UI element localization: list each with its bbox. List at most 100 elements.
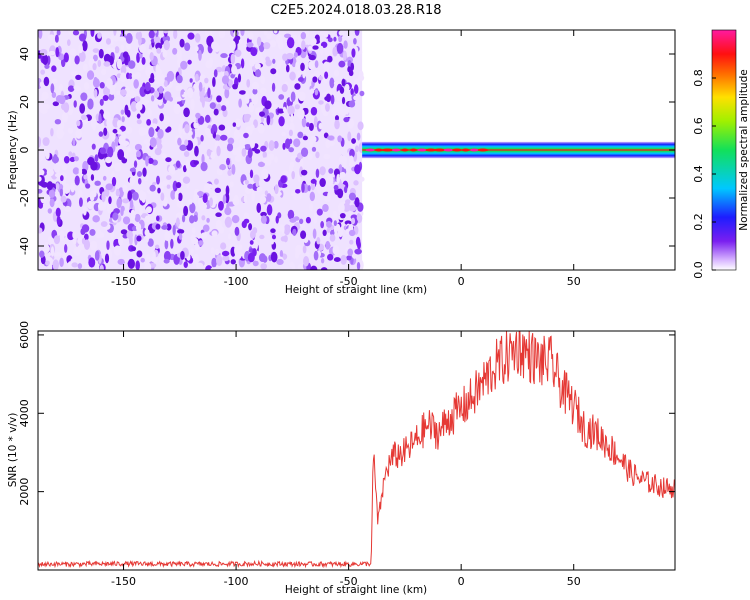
heatmap-noise-cell xyxy=(177,229,185,234)
heatmap-noise-cell xyxy=(339,171,346,178)
heatmap-noise-cell xyxy=(84,233,89,241)
heatmap-noise-cell xyxy=(356,132,361,141)
heatmap-noise-cell xyxy=(275,215,279,224)
heatmap-noise-cell xyxy=(62,252,67,262)
heatmap-noise-cell xyxy=(210,151,216,160)
heatmap-noise-cell xyxy=(131,73,136,79)
heatmap-signal-band xyxy=(362,141,675,159)
heatmap-noise-cell xyxy=(344,83,350,92)
heatmap-noise-cell xyxy=(309,203,313,212)
heatmap-noise-cell xyxy=(225,100,230,105)
heatmap-noise-cell xyxy=(127,190,133,202)
heatmap-noise-cell xyxy=(105,38,111,45)
heatmap-noise-cell xyxy=(51,78,58,84)
heatmap-noise-cell xyxy=(252,260,259,267)
heatmap-noise-cell xyxy=(353,84,359,94)
heatmap-noise-cell xyxy=(145,206,152,214)
heatmap-noise-cell xyxy=(102,94,109,102)
y-tick-label: -20 xyxy=(18,189,31,207)
snr-y-ticks: 2000 4000 6000 xyxy=(18,321,675,506)
heatmap-noise-cell xyxy=(339,108,347,116)
heatmap-noise-cell xyxy=(232,122,237,127)
heatmap-noise-cell xyxy=(335,103,342,113)
heatmap-noise-cell xyxy=(288,147,295,153)
heatmap-noise-cell xyxy=(333,257,341,263)
heatmap-noise-cell xyxy=(262,157,270,164)
heatmap-noise-cell xyxy=(260,211,267,217)
heatmap-noise-cell xyxy=(260,145,267,152)
heatmap-noise-cell xyxy=(161,153,167,160)
heatmap-noise-cell xyxy=(39,250,45,258)
heatmap-noise-cell xyxy=(118,187,124,198)
heatmap-noise-cell xyxy=(166,184,171,189)
heatmap-noise-cell xyxy=(281,224,285,234)
heatmap-noise-cell xyxy=(139,207,143,216)
heatmap-noise-cell xyxy=(143,139,148,145)
heatmap-noise-cell xyxy=(305,122,310,127)
heatmap-noise-cell xyxy=(56,128,64,139)
heatmap-noise-cell xyxy=(298,91,306,102)
heatmap-noise-cell xyxy=(105,183,114,191)
heatmap-noise-cell xyxy=(334,119,340,130)
heatmap-noise-cell xyxy=(305,216,311,224)
heatmap-noise-cell xyxy=(208,57,213,66)
heatmap-noise-cell xyxy=(252,227,258,234)
heatmap-noise-cell xyxy=(107,146,114,158)
heatmap-noise-cell xyxy=(321,102,325,113)
heatmap-noise-cell xyxy=(189,78,193,83)
heatmap-noise-cell xyxy=(178,233,183,240)
heatmap-noise-cell xyxy=(145,253,151,263)
heatmap-noise-cell xyxy=(145,81,151,92)
heatmap-noise-cell xyxy=(310,265,318,270)
heatmap-noise-cell xyxy=(38,169,45,176)
heatmap-noise-cell xyxy=(332,244,340,255)
heatmap-noise-cell xyxy=(225,185,230,196)
heatmap-noise-cell xyxy=(288,129,294,137)
heatmap-noise-cell xyxy=(282,142,286,150)
heatmap-noise-cell xyxy=(312,76,318,83)
heatmap-noise-cell xyxy=(70,71,77,77)
heatmap-noise-cell xyxy=(134,213,141,223)
heatmap-noise-cell xyxy=(292,228,297,236)
heatmap-noise-cell xyxy=(136,64,145,71)
heatmap-noise-cell xyxy=(286,52,294,60)
heatmap-noise-cell xyxy=(336,223,341,232)
heatmap-noise-cell xyxy=(94,250,100,261)
heatmap-noise-cell xyxy=(200,134,204,142)
heatmap-noise-cell xyxy=(219,164,227,171)
heatmap-noise-cell xyxy=(247,148,253,158)
heatmap-noise-cell xyxy=(270,228,276,233)
y-tick-label: 40 xyxy=(18,47,31,61)
heatmap-noise-cell xyxy=(38,188,43,194)
heatmap-noise-cell xyxy=(175,85,181,92)
heatmap-noise-cell xyxy=(87,157,95,166)
heatmap-noise-cell xyxy=(172,47,178,55)
heatmap-noise-cell xyxy=(312,228,317,239)
heatmap-noise-cell xyxy=(163,40,170,51)
heatmap-noise-cell xyxy=(254,69,262,78)
heatmap-noise-cell xyxy=(327,253,334,261)
heatmap-noise-cell xyxy=(183,151,190,158)
heatmap-noise-cell xyxy=(264,100,272,110)
heatmap-noise-cell xyxy=(319,45,324,56)
heatmap-noise-cell xyxy=(117,258,125,265)
heatmap-noise-cell xyxy=(98,48,104,59)
heatmap-noise-cell xyxy=(63,102,70,113)
heatmap-noise-cell xyxy=(111,176,117,187)
heatmap-noise-cell xyxy=(162,49,168,58)
heatmap-noise-cell xyxy=(191,227,196,234)
heatmap-noise-cell xyxy=(135,260,140,270)
heatmap-noise-cell xyxy=(204,77,209,84)
heatmap-noise-cell xyxy=(99,147,106,155)
heatmap-noise-cell xyxy=(44,64,50,69)
heatmap-noise-cell xyxy=(118,36,126,42)
heatmap-noise-cell xyxy=(314,89,319,96)
heatmap-noise-cell xyxy=(285,64,290,73)
heatmap-noise-cell xyxy=(325,103,330,112)
heatmap-noise-cell xyxy=(206,183,213,189)
heatmap-noise-cell xyxy=(240,30,245,37)
heatmap-noise-cell xyxy=(347,248,354,257)
heatmap-noise-cell xyxy=(91,143,96,150)
heatmap-noise-cell xyxy=(319,166,326,176)
heatmap-noise-cell xyxy=(233,129,241,141)
